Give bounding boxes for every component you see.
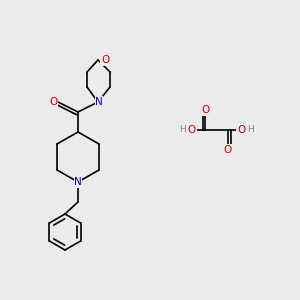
Text: H: H bbox=[180, 125, 186, 134]
Text: O: O bbox=[201, 105, 209, 115]
Text: O: O bbox=[224, 145, 232, 155]
Text: O: O bbox=[49, 97, 57, 107]
Text: N: N bbox=[74, 177, 82, 187]
Text: H: H bbox=[248, 125, 254, 134]
Text: O: O bbox=[188, 125, 196, 135]
Text: O: O bbox=[101, 55, 109, 65]
Text: O: O bbox=[237, 125, 245, 135]
Text: N: N bbox=[95, 97, 103, 107]
